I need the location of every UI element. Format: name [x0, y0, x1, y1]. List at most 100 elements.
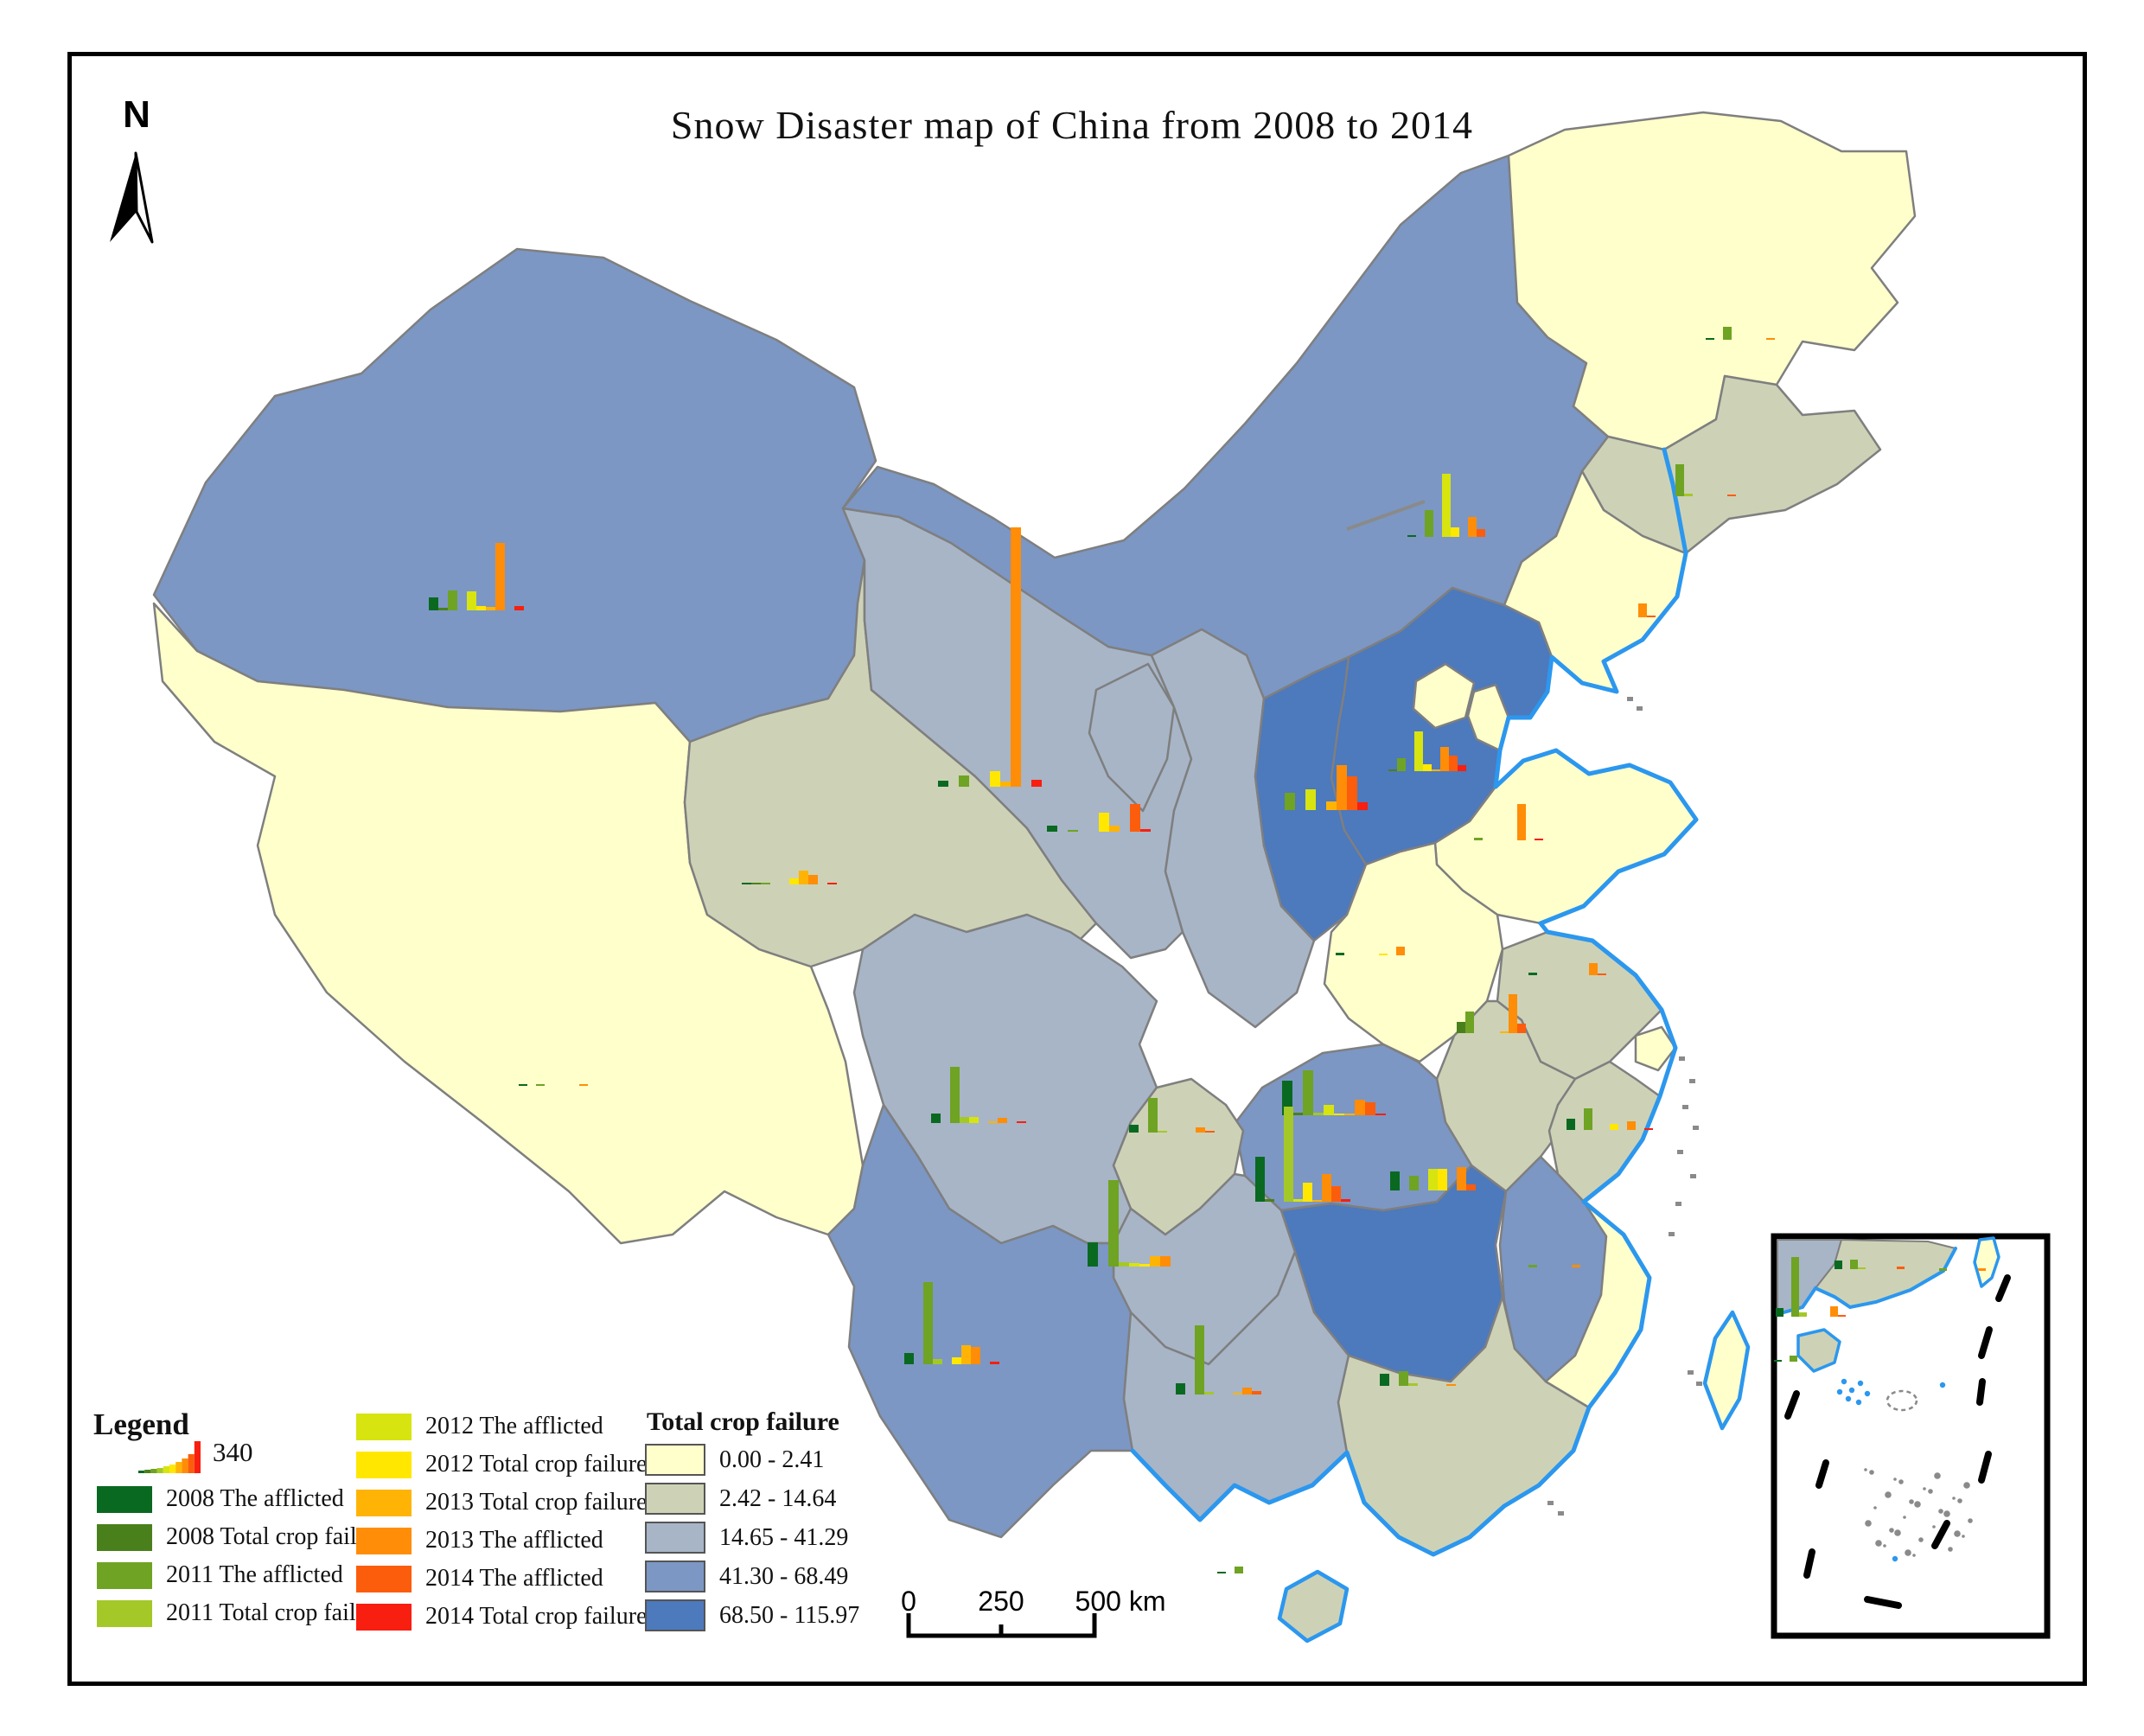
choropleth-item-0: 0.00 - 2.41 [645, 1440, 859, 1479]
legend-item-2011_afflicted: 2011 The afflicted [97, 1556, 387, 1594]
legend-swatch [97, 1485, 152, 1513]
choropleth-legend: 0.00 - 2.41 2.42 - 14.64 14.65 - 41.29 41.3… [645, 1440, 859, 1635]
bar-chart-hunan [1255, 1107, 1350, 1202]
inset-province-hainan [1796, 1328, 1841, 1373]
north-arrow-icon [110, 151, 154, 244]
legend-series-column-1: 2008 The afflicted 2008 Total crop failur… [97, 1480, 387, 1632]
bar-chart-inset_taiwan_area [1939, 1268, 1986, 1271]
bar-chart-fujian [1528, 1265, 1580, 1267]
legend-reference-chart [138, 1441, 201, 1473]
choropleth-item-1: 2.42 - 14.64 [645, 1479, 859, 1518]
choropleth-label: 2.42 - 14.64 [719, 1484, 837, 1512]
legend-item-2011_total: 2011 Total crop failure [97, 1594, 387, 1632]
legend-label: 2011 The afflicted [166, 1561, 343, 1588]
inset-map-south-china-sea [1771, 1233, 2051, 1639]
railway-line [1346, 500, 1426, 531]
bar-chart-heilongjiang [1706, 327, 1775, 340]
province-shaanxi [1150, 628, 1316, 1029]
bar-chart-zhejiang [1567, 1108, 1653, 1130]
bar-chart-henan [1336, 947, 1405, 955]
legend-label: 2013 The afflicted [425, 1527, 603, 1554]
choropleth-label: 14.65 - 41.29 [719, 1523, 849, 1551]
bar-chart-yunnan [904, 1282, 999, 1364]
bar-chart-gansu [938, 527, 1042, 787]
macclesfield-bank [1886, 1389, 1918, 1412]
province-ningxia [1088, 662, 1176, 813]
bar-chart-chongqing [1129, 1098, 1215, 1133]
choropleth-swatch [645, 1560, 705, 1592]
inset-frame [1771, 1233, 2051, 1639]
map-provinces [152, 111, 1917, 1556]
bar-chart-jiangxi [1390, 1167, 1476, 1190]
bar-chart-sichuan [931, 1067, 1026, 1123]
province-taiwan [1702, 1310, 1751, 1431]
bar-chart-inner_mongolia [1407, 474, 1485, 537]
bar-chart-shanxi [1285, 765, 1368, 810]
scale-bar [906, 1613, 1097, 1638]
legend-label: 2008 Total crop failure [166, 1523, 388, 1550]
legend-item-2013_afflicted: 2013 The afflicted [356, 1522, 647, 1560]
spratly-islands [1864, 1468, 1973, 1557]
nine-dash-line [1784, 1274, 2011, 1609]
province-hainan [1277, 1569, 1350, 1643]
legend-swatch [356, 1565, 412, 1592]
choropleth-swatch [645, 1444, 705, 1476]
bar-chart-ningxia [1047, 804, 1151, 832]
legend-label: 2014 The afflicted [425, 1565, 603, 1592]
choropleth-swatch [645, 1483, 705, 1515]
choropleth-label: 41.30 - 68.49 [719, 1562, 849, 1590]
province-heilongjiang [1507, 111, 1917, 451]
legend-item-2014_total: 2014 Total crop failure [356, 1598, 647, 1636]
legend-swatch [356, 1527, 412, 1554]
choropleth-label: 0.00 - 2.41 [719, 1446, 825, 1473]
bar-chart-guizhou [1088, 1180, 1171, 1267]
province-henan [1323, 841, 1504, 1063]
legend-swatch [97, 1561, 152, 1589]
scale-label-250: 250 [978, 1586, 1024, 1617]
legend-label: 2014 Total crop failure [425, 1603, 648, 1630]
legend-swatch [356, 1413, 412, 1440]
legend-swatch [356, 1451, 412, 1478]
paracel-islands [1836, 1378, 1946, 1562]
legend-item-2013_total: 2013 Total crop failure [356, 1484, 647, 1522]
legend-item-2014_afflicted: 2014 The afflicted [356, 1560, 647, 1598]
bar-chart-liaoning [1638, 603, 1656, 617]
bar-chart-hainan [1217, 1567, 1243, 1573]
map-title: Snow Disaster map of China from 2008 to … [670, 103, 1474, 147]
coastal-islets [1547, 697, 1702, 1516]
bar-chart-shandong [1474, 804, 1543, 840]
province-beijing [1412, 662, 1476, 730]
bar-chart-inset_guangdong [1835, 1260, 1905, 1269]
bar-chart-xinjiang [429, 543, 524, 610]
legend-swatch [356, 1489, 412, 1516]
province-shanghai [1634, 1025, 1677, 1072]
legend-label: 2008 The afflicted [166, 1485, 344, 1512]
choropleth-label: 68.50 - 115.97 [719, 1601, 860, 1629]
province-bar-charts [429, 327, 1986, 1573]
choropleth-item-4: 68.50 - 115.97 [645, 1596, 859, 1635]
choropleth-swatch [645, 1522, 705, 1554]
legend-item-2008_total: 2008 Total crop failure [97, 1518, 387, 1556]
scale-label-0: 0 [901, 1586, 916, 1617]
legend-item-2012_total: 2012 Total crop failure [356, 1446, 647, 1484]
inset-coastline [1776, 1247, 1957, 1316]
bar-chart-tibet [519, 1084, 588, 1086]
legend-swatch [97, 1599, 152, 1627]
choropleth-item-2: 14.65 - 41.29 [645, 1518, 859, 1557]
province-yunnan [826, 1103, 1134, 1539]
choropleth-swatch [645, 1599, 705, 1631]
bar-chart-inset_guangxi [1776, 1257, 1846, 1317]
legend-label: 2012 The afflicted [425, 1413, 603, 1439]
legend-label: 2012 Total crop failure [425, 1451, 648, 1478]
legend-label: 2011 Total crop failure [166, 1599, 387, 1626]
province-xinjiang [152, 247, 877, 744]
choropleth-item-3: 41.30 - 68.49 [645, 1557, 859, 1596]
bar-chart-anhui [1457, 994, 1526, 1033]
legend-series-column-2: 2012 The afflicted 2012 Total crop failur… [356, 1407, 647, 1636]
north-arrow-label: N [123, 93, 150, 136]
legend-reference-value: 340 [213, 1437, 253, 1467]
bar-chart-inset_hainan [1774, 1356, 1797, 1362]
legend-swatch [356, 1603, 412, 1631]
choropleth-legend-title: Total crop failure [647, 1407, 839, 1436]
